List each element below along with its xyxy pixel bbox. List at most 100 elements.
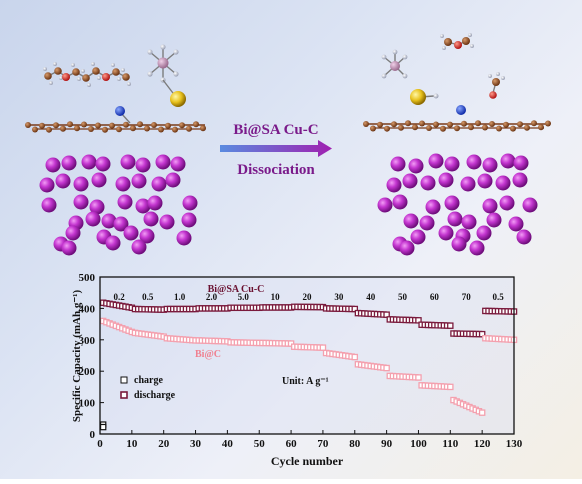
right-sheet-carbon-atom — [426, 125, 432, 132]
series-label-bi-c: Bi@C — [195, 349, 221, 360]
fluorine-atom — [173, 71, 179, 77]
left-sheet-carbon-atom — [165, 122, 171, 129]
hydrogen-atom — [97, 76, 101, 80]
left-sheet-carbon-atom — [88, 126, 94, 133]
hydrogen-atom — [87, 83, 91, 87]
legend-discharge-label: discharge — [134, 390, 176, 401]
bismuth-atom — [512, 172, 528, 188]
bismuth-atom — [403, 213, 419, 229]
bismuth-atom — [135, 198, 151, 214]
right-sheet-carbon-atom — [482, 124, 488, 131]
rate-label: 2.0 — [206, 292, 218, 302]
bismuth-atom — [181, 212, 197, 228]
bismuth-atom — [117, 194, 133, 210]
rate-label: 0.5 — [492, 292, 504, 302]
right-sheet-carbon-atom — [433, 121, 439, 128]
series-label-bi-sa-cu-c: Bi@SA Cu-C — [208, 284, 265, 295]
left-sheet-carbon-atom — [172, 126, 178, 133]
y-tick-label: 500 — [79, 272, 96, 284]
bismuth-atom — [390, 156, 406, 172]
bismuth-atom — [477, 173, 493, 189]
left-sheet-carbon-atom — [200, 125, 206, 132]
hydrogen-atom — [91, 62, 95, 66]
bi-c-point — [415, 374, 422, 381]
carbon-atom — [54, 67, 62, 75]
left-bismuth-crystal — [39, 154, 198, 256]
oxygen-atom — [489, 91, 497, 99]
x-tick-label: 100 — [410, 438, 427, 450]
left-sheet-carbon-atom — [46, 126, 52, 133]
data-marks — [99, 299, 518, 431]
hydrogen-atom — [77, 77, 81, 81]
rate-performance-chart: 0 10 20 30 40 50 60 70 80 90 100 110 120 130 0 100 200 30… — [71, 272, 523, 468]
left-sheet-carbon-atom — [186, 125, 192, 132]
bismuth-atom — [165, 172, 181, 188]
left-carbon-sheet — [25, 121, 206, 133]
initial-cycle-point — [99, 423, 107, 431]
oxygen-atom — [62, 73, 70, 81]
right-sheet-carbon-atom — [503, 121, 509, 128]
bismuth-atom — [155, 154, 171, 170]
fluorine-atom — [402, 73, 408, 79]
bismuth-atom — [182, 195, 198, 211]
x-tick-label: 50 — [254, 438, 266, 450]
bi-sa-cu-c-point — [447, 322, 454, 329]
bismuth-atom — [91, 172, 107, 188]
left-sheet-carbon-atom — [130, 125, 136, 132]
bismuth-atom — [115, 176, 131, 192]
x-tick-label: 10 — [126, 438, 138, 450]
y-tick-label: 400 — [79, 303, 96, 315]
bismuth-atom — [495, 175, 511, 191]
hydrogen-atom — [111, 63, 115, 67]
carbon-atom — [444, 38, 452, 46]
hydrogen-atom — [127, 82, 131, 86]
right-structure-illustration — [363, 33, 551, 256]
bismuth-atom — [408, 158, 424, 174]
left-sheet-carbon-atom — [193, 121, 199, 128]
right-sheet-carbon-atom — [461, 120, 467, 127]
right-sheet-carbon-atom — [468, 124, 474, 131]
plot-frame — [99, 276, 515, 435]
left-sheet-carbon-atom — [179, 122, 185, 129]
bismuth-atom — [476, 225, 492, 241]
hydrogen-atom — [488, 74, 492, 78]
hydrogen-atom — [440, 34, 444, 38]
y-tick-label: 0 — [90, 429, 96, 441]
right-sheet-carbon-atom — [489, 121, 495, 128]
right-sheet-carbon-atom — [447, 121, 453, 128]
legend: charge discharge — [120, 375, 176, 401]
rate-label: 5.0 — [238, 292, 250, 302]
x-tick-label: 20 — [158, 438, 170, 450]
bismuth-atom — [159, 214, 175, 230]
sulfur-atom — [170, 91, 186, 107]
left-sheet-carbon-atom — [123, 121, 129, 128]
left-sheet-carbon-atom — [102, 126, 108, 133]
hydrogen-atom — [433, 93, 439, 99]
fluorine-atom — [381, 73, 387, 79]
x-tick-label: 130 — [506, 438, 523, 450]
hydrogen-atom — [496, 72, 500, 76]
bismuth-atom — [486, 212, 502, 228]
left-sheet-carbon-atom — [74, 125, 80, 132]
carbon-atom — [72, 68, 80, 76]
carbon-atom — [82, 74, 90, 82]
bismuth-atom — [522, 197, 538, 213]
fluorine-atom — [160, 44, 166, 50]
hydrogen-atom — [49, 81, 53, 85]
left-sheet-carbon-atom — [53, 122, 59, 129]
bismuth-atom — [65, 225, 81, 241]
bismuth-atom — [123, 225, 139, 241]
left-sheet-carbon-atom — [158, 126, 164, 133]
bismuth-atom — [410, 229, 426, 245]
hydrogen-atom — [468, 33, 472, 37]
hydrogen-atom — [501, 76, 505, 80]
bismuth-atom — [444, 156, 460, 172]
right-sheet-carbon-atom — [398, 124, 404, 131]
right-dissociated-fragments — [381, 33, 505, 115]
x-tick-label: 0 — [97, 438, 103, 450]
bismuth-atom — [85, 211, 101, 227]
bismuth-atom — [170, 156, 186, 172]
axis-ticks: 0 10 20 30 40 50 60 70 80 90 100 110 120 130 0 100 200 30… — [79, 272, 523, 450]
bismuth-atom — [120, 154, 136, 170]
